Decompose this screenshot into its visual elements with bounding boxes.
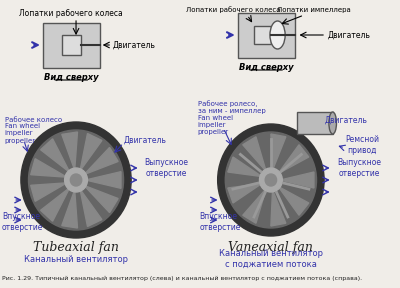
Text: Рабочее ролесо,
за ним - импеллер
Fan wheel
impeller
propeller: Рабочее ролесо, за ним - импеллер Fan wh… <box>198 101 266 135</box>
Text: Выпускное
отверстие: Выпускное отверстие <box>338 158 382 178</box>
Polygon shape <box>278 145 309 174</box>
Text: Двигатель: Двигатель <box>112 41 155 50</box>
FancyBboxPatch shape <box>43 22 100 67</box>
Circle shape <box>70 174 82 186</box>
Text: Канальный вентилятор: Канальный вентилятор <box>24 255 128 264</box>
Circle shape <box>260 168 282 192</box>
Text: Лопатки импеллера: Лопатки импеллера <box>277 7 350 13</box>
Polygon shape <box>243 137 266 171</box>
Circle shape <box>28 130 124 230</box>
Polygon shape <box>62 132 78 170</box>
Text: Впускное
отверстие: Впускное отверстие <box>200 212 241 232</box>
Text: Vaneaxial fan: Vaneaxial fan <box>228 242 313 255</box>
Polygon shape <box>86 172 121 188</box>
Text: Двигатель: Двигатель <box>328 31 371 39</box>
Text: Tubeaxial fan: Tubeaxial fan <box>33 242 119 255</box>
Polygon shape <box>31 183 67 201</box>
Polygon shape <box>243 189 266 223</box>
FancyBboxPatch shape <box>62 35 81 55</box>
Polygon shape <box>41 187 70 221</box>
Text: Вид сверху: Вид сверху <box>239 63 294 73</box>
Circle shape <box>218 124 324 236</box>
Text: Лопатки рабочего колеса: Лопатки рабочего колеса <box>20 9 123 18</box>
Text: Канальный вентилятор
с поджатием потока: Канальный вентилятор с поджатием потока <box>219 249 323 269</box>
Text: Двигатель: Двигатель <box>124 135 166 145</box>
Text: Рабочее колесо
Fan wheel
impeller
propeller: Рабочее колесо Fan wheel impeller propel… <box>5 117 62 143</box>
Text: Двигатель: Двигатель <box>325 115 368 124</box>
Text: Рис. 1.29. Типичный канальный вентилятор (слева) и канальный вентилятор с поджат: Рис. 1.29. Типичный канальный вентилятор… <box>2 275 362 281</box>
Circle shape <box>65 168 88 192</box>
Ellipse shape <box>329 112 336 134</box>
Text: Выпускное
отверстие: Выпускное отверстие <box>144 158 188 178</box>
Polygon shape <box>271 134 286 170</box>
Polygon shape <box>271 190 286 226</box>
Circle shape <box>225 132 316 228</box>
Text: Ремсной
привод: Ремсной привод <box>345 135 379 155</box>
Ellipse shape <box>270 21 285 49</box>
Polygon shape <box>41 139 70 173</box>
Polygon shape <box>84 147 118 175</box>
Polygon shape <box>228 157 262 177</box>
Circle shape <box>265 174 276 186</box>
Polygon shape <box>84 185 118 213</box>
Text: Впускное
отверстие: Впускное отверстие <box>2 212 43 232</box>
Polygon shape <box>31 159 67 177</box>
Text: Лопатки рабочего колеса: Лопатки рабочего колеса <box>186 7 280 14</box>
Text: Вид сверху: Вид сверху <box>44 73 98 82</box>
Circle shape <box>21 122 131 238</box>
Polygon shape <box>278 186 309 215</box>
Polygon shape <box>280 172 314 188</box>
Polygon shape <box>80 134 102 171</box>
Polygon shape <box>62 190 78 228</box>
FancyBboxPatch shape <box>238 12 295 58</box>
Polygon shape <box>228 183 262 203</box>
FancyBboxPatch shape <box>254 26 271 44</box>
FancyBboxPatch shape <box>296 112 333 134</box>
Polygon shape <box>80 189 102 226</box>
